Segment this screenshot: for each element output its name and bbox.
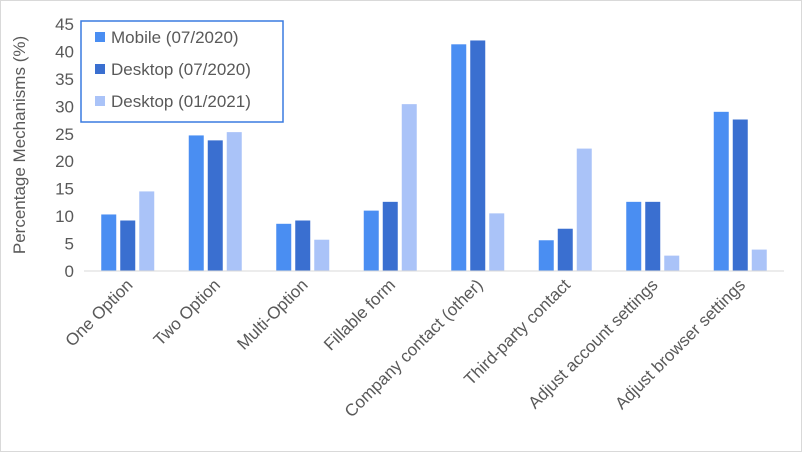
y-tick-label: 15 bbox=[55, 180, 74, 199]
legend-label: Desktop (01/2021) bbox=[111, 92, 251, 111]
bars bbox=[101, 40, 767, 272]
bar bbox=[207, 140, 223, 271]
y-tick-label: 10 bbox=[55, 207, 74, 226]
y-tick-label: 5 bbox=[65, 235, 74, 254]
bar bbox=[139, 191, 155, 271]
x-tick-label: One Option bbox=[62, 275, 137, 350]
bar bbox=[314, 239, 330, 271]
legend-swatch bbox=[95, 96, 105, 106]
bar bbox=[401, 104, 417, 271]
legend-swatch bbox=[95, 32, 105, 42]
bar bbox=[732, 119, 748, 271]
x-tick-label: Multi-Option bbox=[233, 275, 311, 353]
y-tick-label: 30 bbox=[55, 97, 74, 116]
y-tick-label: 0 bbox=[65, 262, 74, 281]
bar bbox=[489, 213, 505, 271]
bar bbox=[557, 228, 573, 271]
bar bbox=[470, 40, 486, 271]
y-axis-ticks: 0 5 10 15 20 25 30 35 40 45 bbox=[55, 15, 74, 281]
bar bbox=[101, 214, 117, 271]
y-tick-label: 35 bbox=[55, 70, 74, 89]
legend-box bbox=[80, 20, 284, 123]
x-tick-label: Fillable form bbox=[320, 275, 399, 354]
x-tick-label: Two Option bbox=[150, 275, 224, 349]
y-tick-label: 25 bbox=[55, 125, 74, 144]
bar bbox=[226, 132, 242, 271]
y-axis-label: Percentage Mechanisms (%) bbox=[10, 36, 29, 254]
bar bbox=[664, 255, 680, 271]
bar bbox=[713, 111, 729, 271]
legend: Mobile (07/2020) Desktop (07/2020) Desktop… bbox=[80, 20, 284, 123]
bar bbox=[120, 220, 136, 271]
bar bbox=[538, 240, 554, 271]
legend-label: Mobile (07/2020) bbox=[111, 28, 239, 47]
y-tick-label: 20 bbox=[55, 152, 74, 171]
bar bbox=[451, 44, 467, 272]
bar bbox=[276, 223, 292, 271]
bar bbox=[751, 249, 767, 271]
legend-label: Desktop (07/2020) bbox=[111, 60, 251, 79]
bar bbox=[363, 210, 379, 271]
bar bbox=[626, 201, 642, 271]
bar bbox=[576, 148, 592, 271]
bar bbox=[295, 220, 311, 271]
bar bbox=[382, 201, 398, 271]
bar bbox=[188, 135, 204, 271]
y-tick-label: 45 bbox=[55, 15, 74, 34]
bar bbox=[645, 201, 661, 271]
y-tick-label: 40 bbox=[55, 42, 74, 61]
x-axis-ticks: One Option Two Option Multi-Option Fillable… bbox=[62, 275, 749, 421]
legend-swatch bbox=[95, 64, 105, 74]
